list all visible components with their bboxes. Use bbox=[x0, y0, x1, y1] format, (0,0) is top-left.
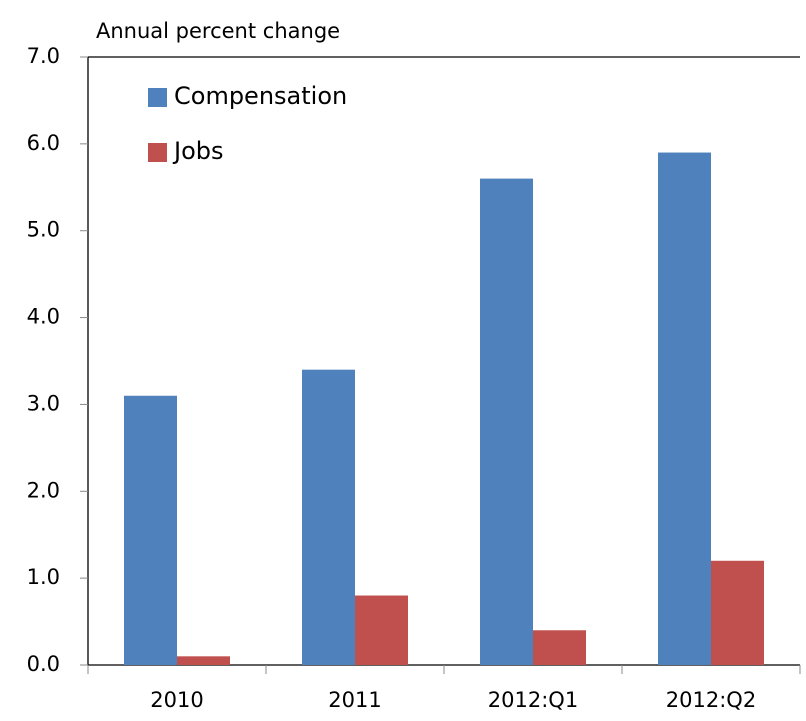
x-tick-label: 2012:Q1 bbox=[488, 688, 578, 712]
legend-swatch bbox=[148, 88, 167, 107]
y-tick-label: 2.0 bbox=[27, 478, 60, 502]
y-tick-label: 4.0 bbox=[27, 305, 60, 329]
bar bbox=[711, 560, 764, 665]
bar bbox=[124, 395, 177, 665]
bar bbox=[658, 152, 711, 666]
bar bbox=[177, 656, 230, 665]
x-tick-label: 2011 bbox=[328, 688, 381, 712]
y-tick-label: 6.0 bbox=[27, 131, 60, 155]
bar bbox=[302, 369, 355, 665]
y-tick-label: 7.0 bbox=[27, 44, 60, 68]
bar bbox=[480, 178, 533, 665]
y-tick-label: 3.0 bbox=[27, 391, 60, 415]
y-tick-label: 5.0 bbox=[27, 218, 60, 242]
y-axis-label: Annual percent change bbox=[96, 19, 340, 43]
legend-label: Jobs bbox=[172, 137, 224, 165]
bar bbox=[355, 595, 408, 665]
bar bbox=[533, 630, 586, 665]
x-tick-label: 2010 bbox=[150, 688, 203, 712]
y-tick-label: 0.0 bbox=[27, 652, 60, 676]
legend-swatch bbox=[148, 143, 167, 162]
y-tick-label: 1.0 bbox=[27, 565, 60, 589]
legend-label: Compensation bbox=[174, 82, 347, 110]
x-tick-label: 2012:Q2 bbox=[666, 688, 756, 712]
